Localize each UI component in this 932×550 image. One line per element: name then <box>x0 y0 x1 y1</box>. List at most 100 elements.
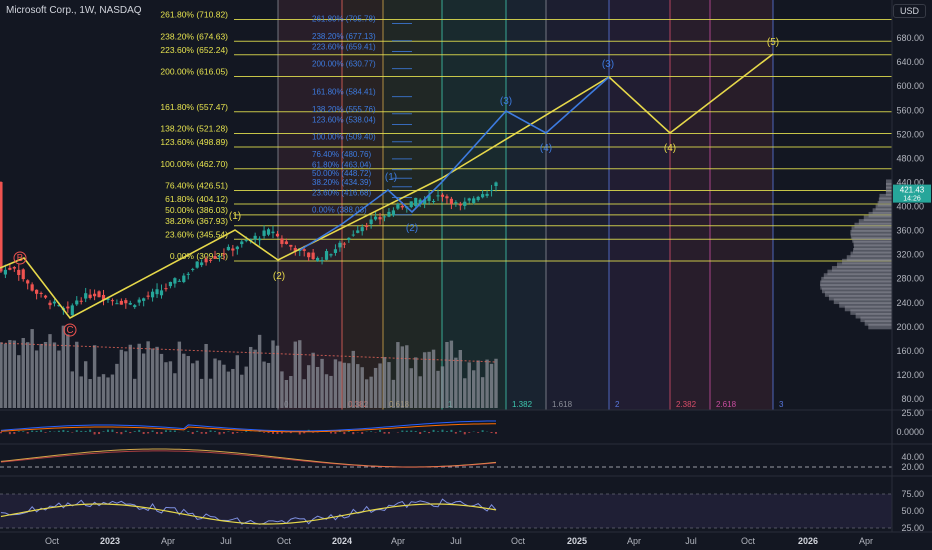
volume-bar <box>458 349 463 408</box>
macd-histogram-bar <box>468 432 471 433</box>
macd-histogram-bar <box>231 432 234 434</box>
fib-ext-label: 23.60% (416.68) <box>312 188 371 197</box>
volume-profile-bar <box>823 273 892 279</box>
candle-body <box>35 289 39 294</box>
volume-bar <box>208 378 213 408</box>
volume-bar <box>26 342 30 408</box>
x-axis-tick: Oct <box>741 536 756 546</box>
rsi-tick: 75.00 <box>901 489 924 499</box>
volume-bar <box>431 349 436 408</box>
volume-bar <box>43 341 48 408</box>
macd-histogram-bar <box>459 430 462 432</box>
volume-bar <box>315 366 320 408</box>
candle-body <box>396 204 400 209</box>
stoch-tick: 40.00 <box>901 452 924 462</box>
macd-histogram-bar <box>0 432 2 434</box>
volume-bar <box>226 371 231 408</box>
stoch-d-line <box>0 450 497 468</box>
time-fib-label: 2.382 <box>676 400 697 409</box>
price-tick: 280.00 <box>896 274 924 284</box>
macd-histogram-bar <box>401 430 404 432</box>
candle-body <box>463 201 467 206</box>
price-tick: 240.00 <box>896 298 924 308</box>
candle-body <box>79 300 83 302</box>
fib-level-label: 161.80% (557.47) <box>160 102 228 112</box>
macd-histogram-bar <box>361 432 364 434</box>
volume-profile-bar <box>885 190 892 196</box>
candle-body <box>324 251 329 260</box>
macd-histogram-bar <box>272 432 274 434</box>
candle-body <box>43 295 48 298</box>
candle-body <box>445 196 449 199</box>
volume-bar <box>97 376 101 408</box>
macd-histogram-bar <box>410 430 413 432</box>
volume-bar <box>191 363 195 408</box>
candle-body <box>97 291 101 298</box>
wave-label: (4) <box>664 143 676 154</box>
fib-level-label: 38.20% (367.93) <box>165 216 228 226</box>
candle-body <box>3 269 7 275</box>
price-tick: 360.00 <box>896 226 924 236</box>
volume-profile-bar <box>878 197 892 203</box>
macd-tick: 25.00 <box>901 408 924 418</box>
candle-body <box>88 294 92 298</box>
rsi-ma-line <box>0 503 497 525</box>
volume-bar <box>0 342 3 408</box>
macd-histogram-bar <box>445 431 448 432</box>
x-axis-tick: Apr <box>859 536 873 546</box>
time-fib-zone <box>710 0 773 410</box>
candle-body <box>200 262 204 266</box>
wave-label: (1) <box>229 211 241 222</box>
volume-bar <box>244 366 248 408</box>
candle-body <box>409 201 413 208</box>
macd-histogram-bar <box>196 430 199 432</box>
candle-body <box>12 267 16 269</box>
candle-body <box>195 261 199 268</box>
macd-histogram-bar <box>40 430 43 432</box>
candle-body <box>338 242 342 248</box>
macd-histogram-bar <box>298 432 301 435</box>
macd-histogram-bar <box>49 431 51 432</box>
volume-profile-bar <box>863 215 892 222</box>
volume-bar <box>231 368 235 408</box>
current-price-badge <box>893 184 931 203</box>
x-axis-tick: Jul <box>685 536 697 546</box>
macd-histogram-bar <box>490 432 493 434</box>
macd-histogram-bar <box>115 432 118 434</box>
x-axis-tick: Jul <box>220 536 232 546</box>
candle-body <box>182 275 186 283</box>
macd-histogram-bar <box>289 432 292 434</box>
volume-profile-bar <box>860 316 892 323</box>
fib-ext-label: 123.60% (538.04) <box>312 115 376 124</box>
volume-bar <box>427 351 431 408</box>
macd-histogram-bar <box>17 431 20 432</box>
candle-body <box>275 233 280 237</box>
fib-level-label: 223.60% (652.24) <box>160 45 228 55</box>
price-tick: 160.00 <box>896 346 924 356</box>
candle-body <box>155 289 159 295</box>
volume-bar <box>75 341 79 408</box>
macd-histogram-bar <box>138 429 141 432</box>
wave-label: (3) <box>500 96 512 107</box>
macd-histogram-bar <box>13 432 16 434</box>
wave-label: B <box>17 253 24 264</box>
currency-button[interactable]: USD <box>892 4 926 18</box>
volume-bar <box>101 374 106 408</box>
candle-body <box>365 225 369 227</box>
candle-body <box>369 219 373 225</box>
x-axis-tick: Oct <box>45 536 60 546</box>
macd-histogram-bar <box>205 432 208 434</box>
macd-histogram-bar <box>441 429 444 432</box>
macd-histogram-bar <box>383 432 386 434</box>
volume-bar <box>222 364 226 408</box>
time-fib-zone <box>546 0 609 410</box>
volume-bar <box>257 334 262 408</box>
volume-bar <box>480 377 485 408</box>
volume-bar <box>364 379 369 408</box>
fib-level-label: 238.20% (674.63) <box>160 31 228 41</box>
time-fib-label: 2.618 <box>716 400 737 409</box>
macd-histogram-bar <box>164 430 167 432</box>
candle-body <box>137 299 141 303</box>
macd-histogram-bar <box>169 430 172 432</box>
macd-histogram-bar <box>31 430 34 432</box>
